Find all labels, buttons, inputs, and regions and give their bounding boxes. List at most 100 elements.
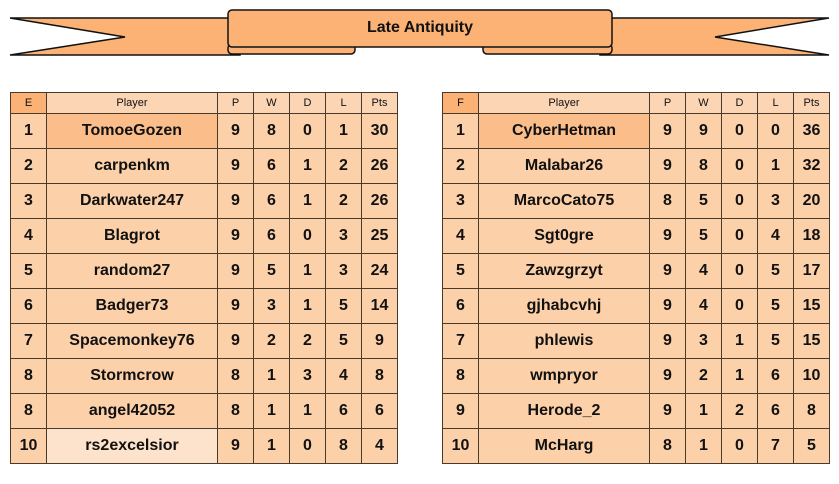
rank-cell: 9 — [442, 393, 479, 429]
drawn-cell: 0 — [289, 218, 326, 254]
drawn-cell: 1 — [289, 288, 326, 324]
column-header: Pts — [793, 92, 830, 114]
table-row: 5 Zawzgrzyt 9 4 0 5 17 — [442, 253, 830, 289]
rank-cell: 2 — [10, 148, 47, 184]
points-cell: 26 — [361, 148, 398, 184]
rank-cell: 1 — [10, 113, 47, 149]
column-header: W — [685, 92, 722, 114]
won-cell: 1 — [253, 393, 290, 429]
table-row: 2 Malabar26 9 8 0 1 32 — [442, 148, 830, 184]
column-header: W — [253, 92, 290, 114]
won-cell: 1 — [253, 358, 290, 394]
rank-cell: 1 — [442, 113, 479, 149]
player-name-cell: Zawzgrzyt — [478, 253, 650, 289]
table-row: 3 Darkwater247 9 6 1 2 26 — [10, 183, 398, 219]
points-cell: 6 — [361, 393, 398, 429]
points-cell: 14 — [361, 288, 398, 324]
points-cell: 32 — [793, 148, 830, 184]
rank-cell: 6 — [442, 288, 479, 324]
drawn-cell: 0 — [721, 148, 758, 184]
lost-cell: 0 — [757, 113, 794, 149]
table-row: 1 CyberHetman 9 9 0 0 36 — [442, 113, 830, 149]
rank-cell: 7 — [10, 323, 47, 359]
won-cell: 5 — [685, 183, 722, 219]
played-cell: 9 — [217, 253, 254, 289]
column-header: Player — [46, 92, 218, 114]
won-cell: 6 — [253, 148, 290, 184]
points-cell: 9 — [361, 323, 398, 359]
won-cell: 4 — [685, 288, 722, 324]
player-name-cell: angel42052 — [46, 393, 218, 429]
drawn-cell: 1 — [721, 323, 758, 359]
lost-cell: 1 — [757, 148, 794, 184]
drawn-cell: 1 — [289, 148, 326, 184]
player-name-cell: Sgt0gre — [478, 218, 650, 254]
drawn-cell: 0 — [721, 218, 758, 254]
lost-cell: 5 — [757, 253, 794, 289]
won-cell: 1 — [685, 428, 722, 464]
drawn-cell: 1 — [289, 393, 326, 429]
group-label: E — [10, 92, 47, 114]
played-cell: 9 — [217, 428, 254, 464]
played-cell: 9 — [217, 323, 254, 359]
lost-cell: 6 — [325, 393, 362, 429]
player-name-cell: Malabar26 — [478, 148, 650, 184]
column-header: L — [757, 92, 794, 114]
player-name-cell: wmpryor — [478, 358, 650, 394]
played-cell: 9 — [217, 218, 254, 254]
lost-cell: 1 — [325, 113, 362, 149]
lost-cell: 4 — [325, 358, 362, 394]
won-cell: 6 — [253, 218, 290, 254]
played-cell: 9 — [649, 253, 686, 289]
lost-cell: 3 — [325, 218, 362, 254]
won-cell: 2 — [253, 323, 290, 359]
drawn-cell: 0 — [721, 428, 758, 464]
drawn-cell: 2 — [721, 393, 758, 429]
played-cell: 9 — [217, 288, 254, 324]
player-name-cell: Blagrot — [46, 218, 218, 254]
lost-cell: 2 — [325, 148, 362, 184]
won-cell: 5 — [253, 253, 290, 289]
won-cell: 3 — [685, 323, 722, 359]
lost-cell: 4 — [757, 218, 794, 254]
drawn-cell: 3 — [289, 358, 326, 394]
rank-cell: 8 — [10, 393, 47, 429]
won-cell: 5 — [685, 218, 722, 254]
points-cell: 36 — [793, 113, 830, 149]
lost-cell: 5 — [325, 323, 362, 359]
lost-cell: 8 — [325, 428, 362, 464]
column-header: D — [721, 92, 758, 114]
table-row: 10 rs2excelsior 9 1 0 8 4 — [10, 428, 398, 464]
player-name-cell: Stormcrow — [46, 358, 218, 394]
player-name-cell: Darkwater247 — [46, 183, 218, 219]
table-row: 7 Spacemonkey76 9 2 2 5 9 — [10, 323, 398, 359]
lost-cell: 7 — [757, 428, 794, 464]
title-banner — [9, 9, 830, 56]
lost-cell: 3 — [325, 253, 362, 289]
player-name-cell: rs2excelsior — [46, 428, 218, 464]
header-row: E Player P W D L Pts — [10, 92, 398, 114]
table-row: 5 random27 9 5 1 3 24 — [10, 253, 398, 289]
standings-table-f: F Player P W D L Pts 1 CyberHetman 9 9 0 0 36 2 Malabar… — [442, 92, 830, 464]
rank-cell: 8 — [10, 358, 47, 394]
player-name-cell: random27 — [46, 253, 218, 289]
table-row: 8 angel42052 8 1 1 6 6 — [10, 393, 398, 429]
points-cell: 18 — [793, 218, 830, 254]
player-name-cell: MarcoCato75 — [478, 183, 650, 219]
table-row: 4 Blagrot 9 6 0 3 25 — [10, 218, 398, 254]
lost-cell: 6 — [757, 393, 794, 429]
played-cell: 9 — [649, 323, 686, 359]
player-name-cell: TomoeGozen — [46, 113, 218, 149]
rank-cell: 5 — [442, 253, 479, 289]
column-header: P — [217, 92, 254, 114]
rank-cell: 4 — [10, 218, 47, 254]
won-cell: 9 — [685, 113, 722, 149]
played-cell: 8 — [217, 358, 254, 394]
player-name-cell: McHarg — [478, 428, 650, 464]
drawn-cell: 1 — [289, 253, 326, 289]
points-cell: 17 — [793, 253, 830, 289]
points-cell: 8 — [361, 358, 398, 394]
table-row: 3 MarcoCato75 8 5 0 3 20 — [442, 183, 830, 219]
player-name-cell: phlewis — [478, 323, 650, 359]
played-cell: 9 — [649, 218, 686, 254]
